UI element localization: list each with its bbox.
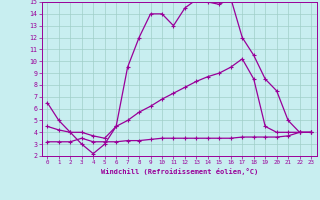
X-axis label: Windchill (Refroidissement éolien,°C): Windchill (Refroidissement éolien,°C) bbox=[100, 168, 258, 175]
